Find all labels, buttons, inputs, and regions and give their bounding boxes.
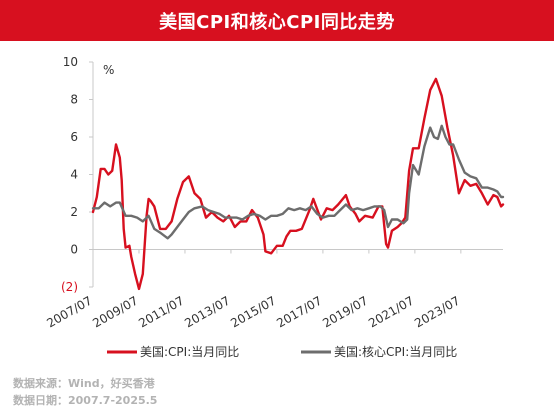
title-bar: 美国CPI和核心CPI同比走势 bbox=[0, 0, 554, 41]
y-tick-label: (2) bbox=[61, 280, 78, 294]
y-tick-label: 6 bbox=[70, 130, 78, 144]
legend-label: 美国:核心CPI:当月同比 bbox=[334, 345, 457, 359]
y-tick-label: 10 bbox=[63, 55, 78, 69]
core-cpi-series-line bbox=[91, 124, 505, 240]
source-note: 数据来源：Wind，好买香港 bbox=[13, 377, 155, 390]
cpi-series-line bbox=[91, 77, 505, 291]
x-tick-label: 2011/07 bbox=[136, 293, 186, 330]
chart-svg: 1086420(2)%2007/072009/072011/072013/072… bbox=[44, 55, 505, 359]
page-title: 美国CPI和核心CPI同比走势 bbox=[159, 11, 395, 33]
x-tick-label: 2009/07 bbox=[90, 293, 140, 330]
date-range-note: 数据日期：2007.7-2025.5 bbox=[13, 394, 158, 407]
y-tick-label: 8 bbox=[70, 93, 78, 107]
y-axis-unit-label: % bbox=[103, 63, 114, 77]
x-tick-label: 2017/07 bbox=[274, 293, 324, 330]
y-tick-label: 0 bbox=[70, 243, 78, 257]
x-tick-label: 2015/07 bbox=[228, 293, 278, 330]
x-tick-label: 2019/07 bbox=[320, 293, 370, 330]
x-tick-label: 2021/07 bbox=[366, 293, 416, 330]
x-tick-label: 2013/07 bbox=[182, 293, 232, 330]
legend-label: 美国:CPI:当月同比 bbox=[140, 345, 239, 359]
y-tick-label: 4 bbox=[70, 168, 78, 182]
x-tick-label: 2007/07 bbox=[44, 293, 94, 330]
x-tick-label: 2023/07 bbox=[412, 293, 462, 330]
y-tick-label: 2 bbox=[70, 205, 78, 219]
